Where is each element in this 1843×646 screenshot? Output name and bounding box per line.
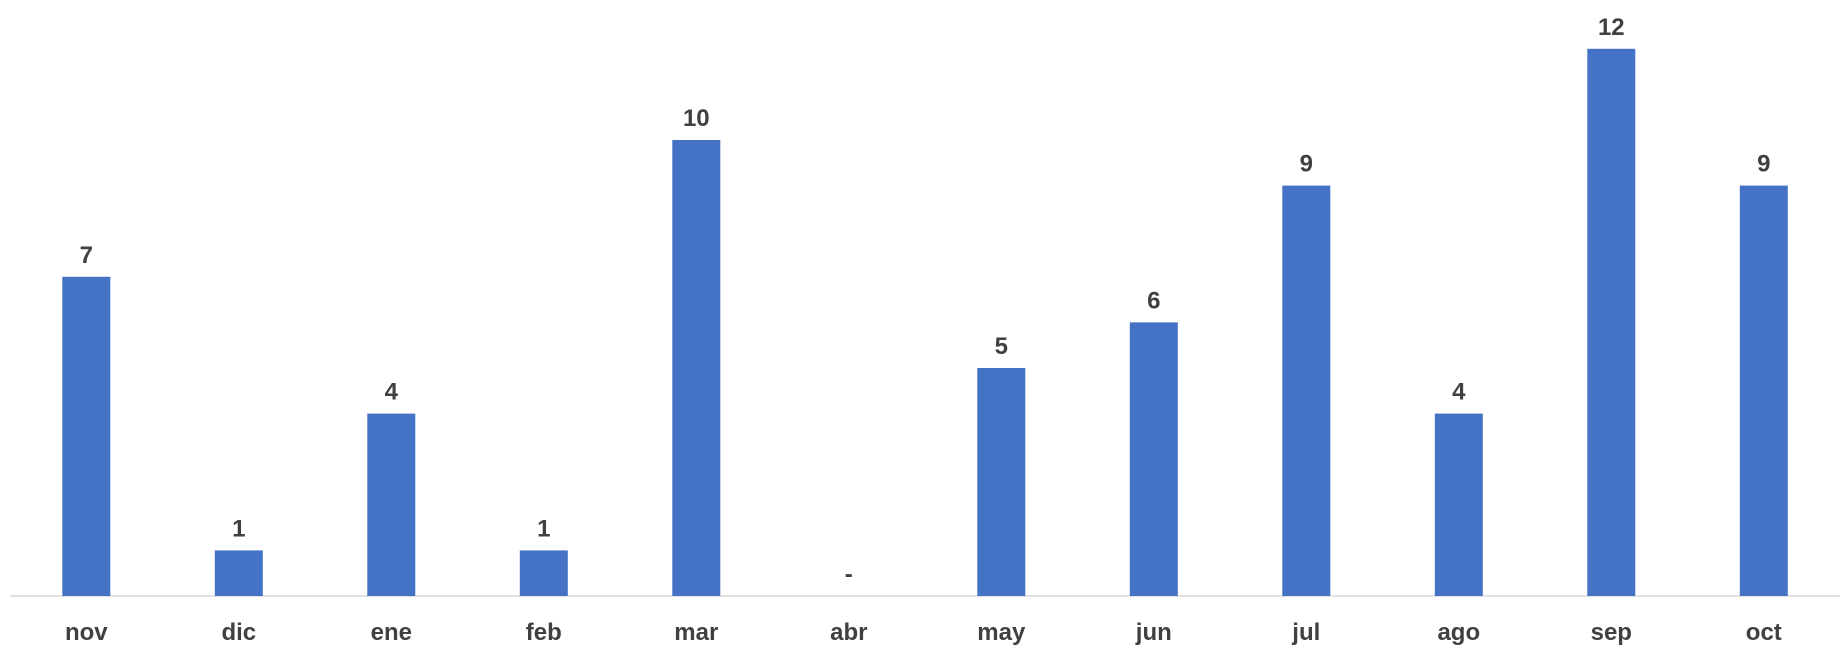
- x-tick-label-dic: dic: [221, 619, 256, 646]
- bar-jul: [1282, 185, 1331, 596]
- x-tick-labels-group: nov dic ene feb mar abr may jun jul ago sep oct: [65, 619, 1782, 646]
- data-label-feb: 1: [537, 515, 550, 542]
- x-tick-label-abr: abr: [830, 619, 867, 646]
- data-label-dic: 1: [232, 515, 245, 542]
- x-tick-label-nov: nov: [65, 619, 108, 646]
- data-label-ene: 4: [385, 379, 399, 406]
- bar-nov: [62, 276, 111, 596]
- bar-ago: [1434, 413, 1483, 596]
- x-tick-label-mar: mar: [674, 619, 718, 646]
- x-tick-label-jul: jul: [1291, 619, 1320, 646]
- x-tick-label-oct: oct: [1746, 619, 1782, 646]
- data-labels-group: 7 1 4 1 10 - 5 6 9 4 12 9: [80, 14, 1771, 588]
- bar-may: [977, 368, 1026, 596]
- bar-mar: [672, 140, 721, 596]
- x-tick-label-jun: jun: [1135, 619, 1172, 646]
- x-tick-label-sep: sep: [1591, 619, 1632, 646]
- x-tick-label-ago: ago: [1437, 619, 1480, 646]
- x-tick-label-feb: feb: [526, 619, 562, 646]
- bar-sep: [1587, 48, 1636, 597]
- bar-dic: [214, 550, 263, 596]
- bar-ene: [367, 413, 416, 596]
- bar-oct: [1739, 185, 1788, 596]
- data-label-ago: 4: [1452, 379, 1466, 406]
- x-tick-label-ene: ene: [371, 619, 412, 646]
- data-label-jun: 6: [1147, 287, 1160, 314]
- bar-jun: [1129, 322, 1178, 596]
- data-label-oct: 9: [1757, 151, 1770, 178]
- bars-group: [62, 48, 1788, 597]
- data-label-nov: 7: [80, 242, 93, 269]
- data-label-may: 5: [995, 333, 1008, 360]
- data-label-abr: -: [845, 561, 853, 588]
- bar-feb: [519, 550, 568, 596]
- x-tick-label-may: may: [977, 619, 1026, 646]
- data-label-sep: 12: [1598, 14, 1625, 41]
- data-label-mar: 10: [683, 105, 710, 132]
- data-label-jul: 9: [1300, 151, 1313, 178]
